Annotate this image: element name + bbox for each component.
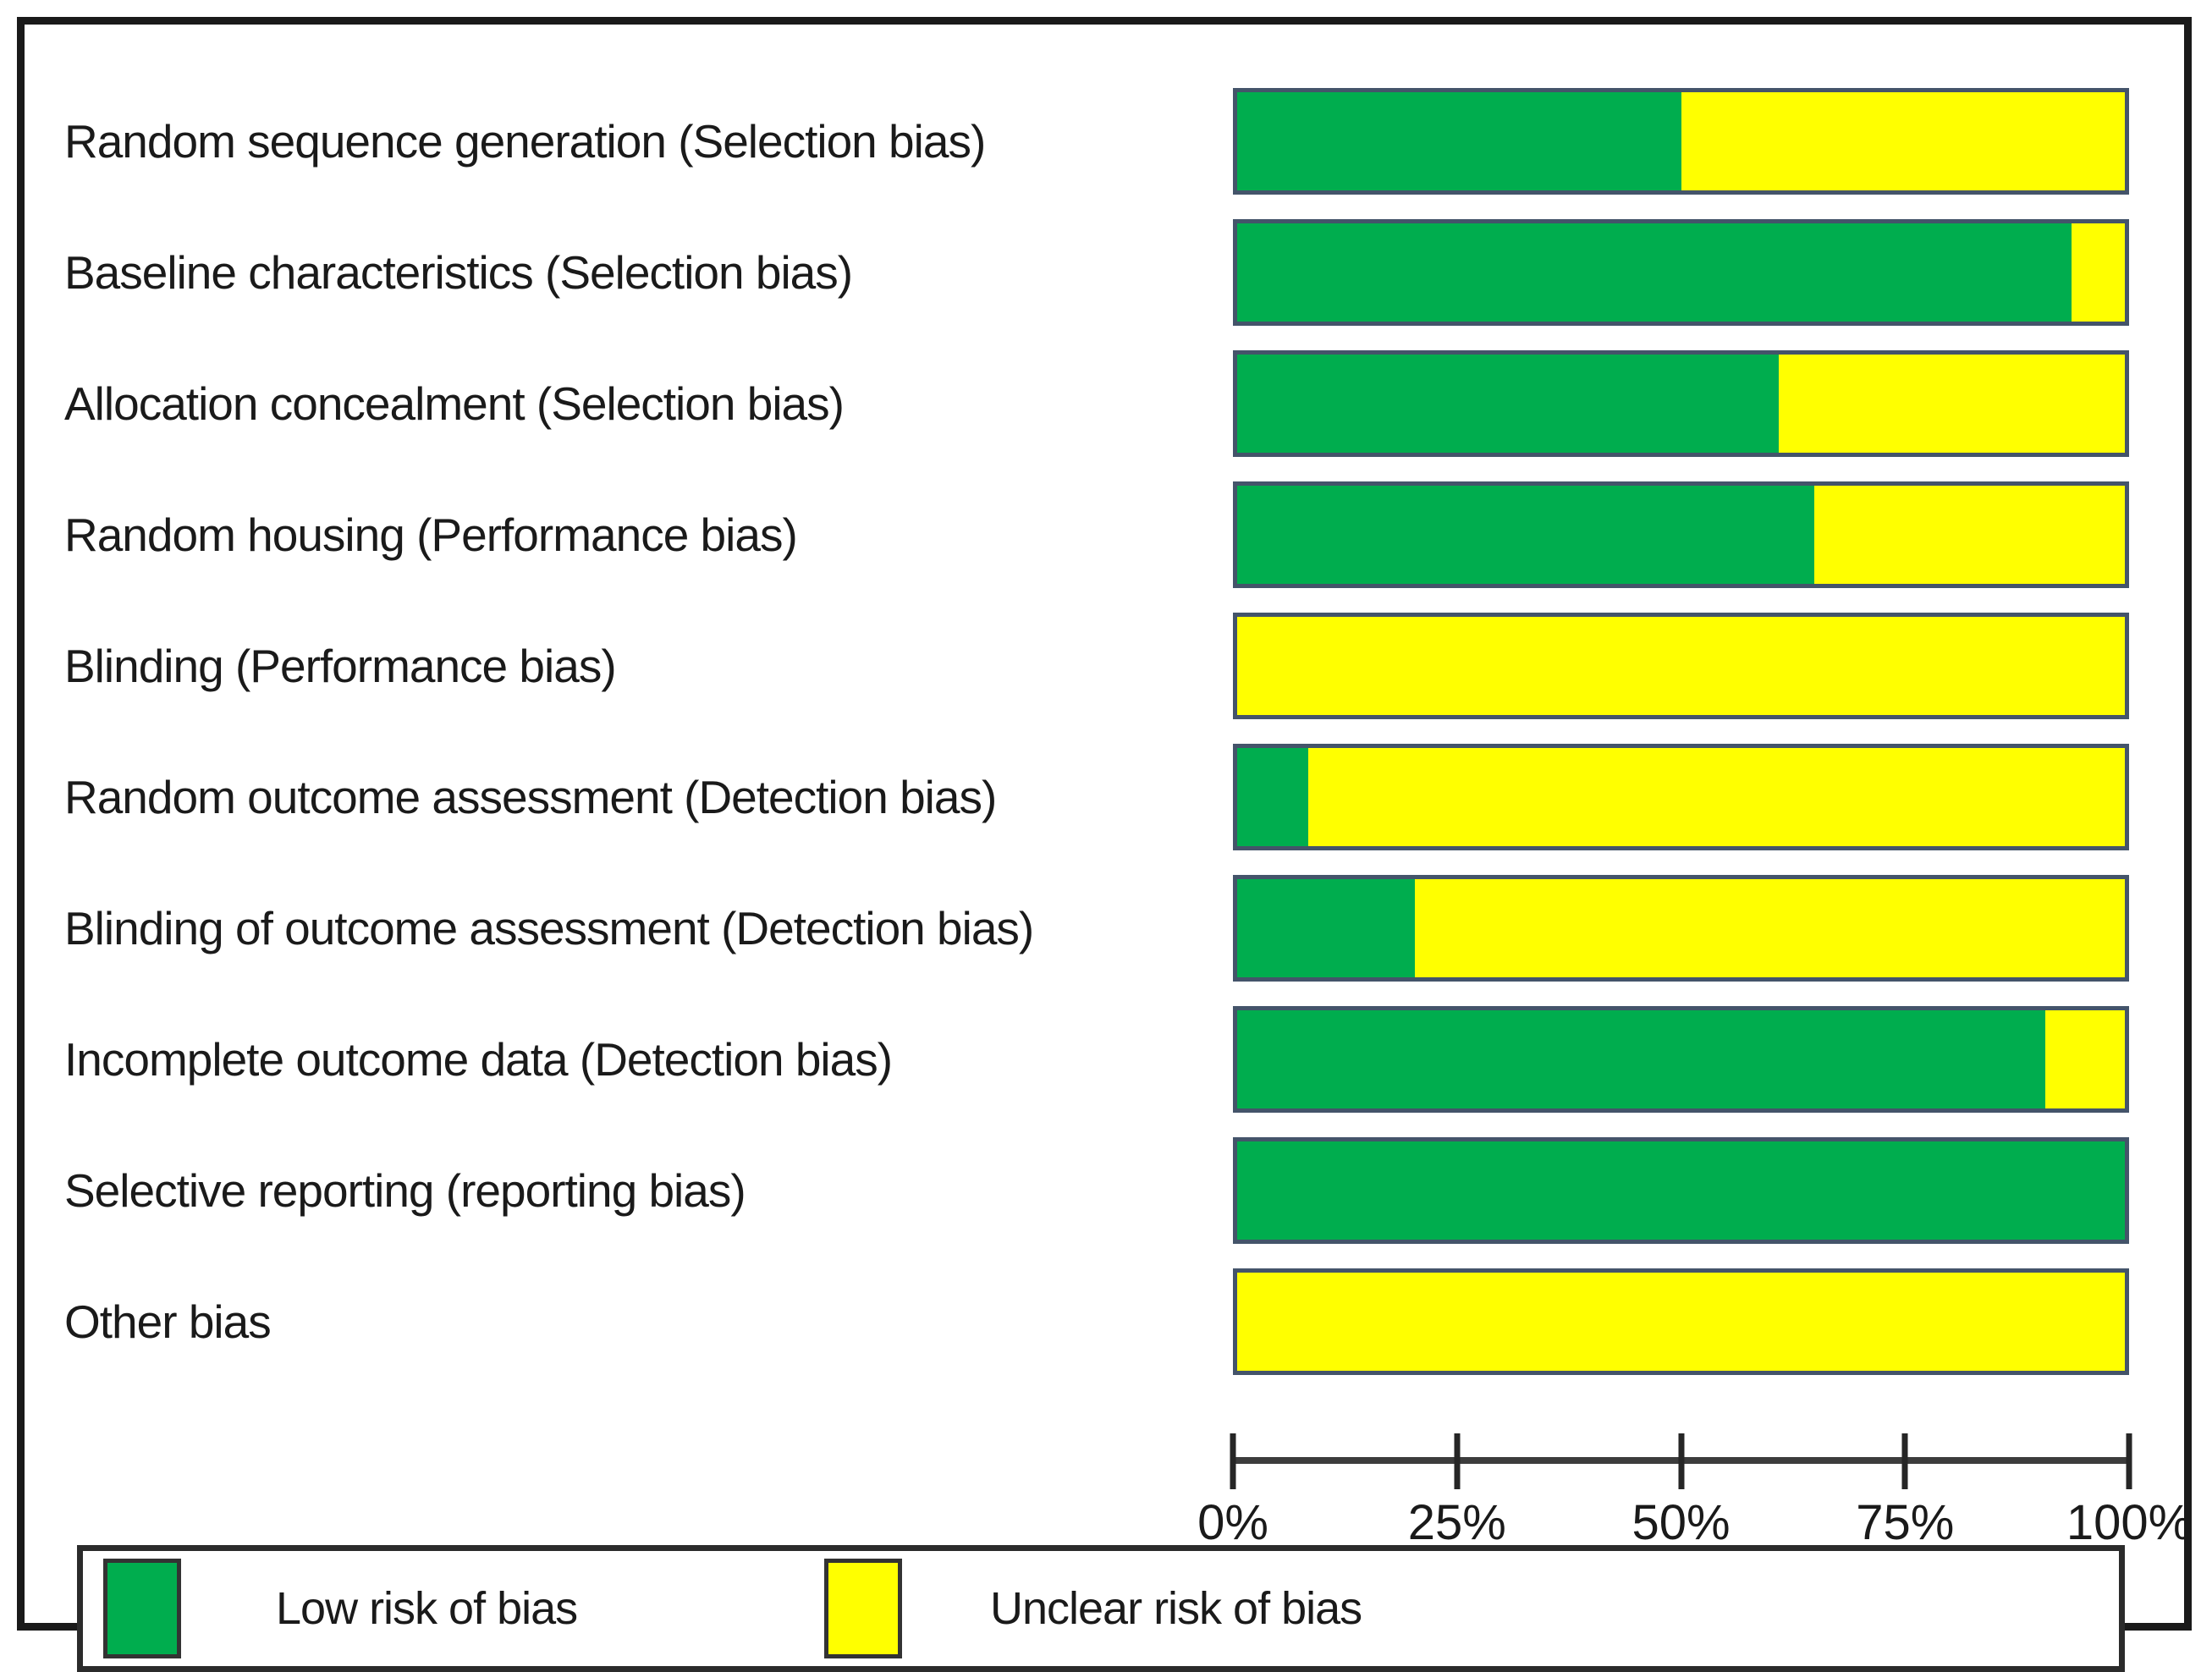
stacked-bar <box>1233 612 2129 719</box>
unclear-risk-segment <box>1307 747 2125 846</box>
axis-tick-label: 75% <box>1856 1495 1955 1550</box>
low-risk-segment <box>1237 91 1681 190</box>
chart-row: Other bias <box>64 1256 2129 1387</box>
low-risk-segment <box>1237 878 1415 977</box>
chart-row: Random sequence generation (Selection bi… <box>64 75 2129 206</box>
chart-row: Blinding of outcome assessment (Detectio… <box>64 862 2129 993</box>
stacked-bar <box>1233 1136 2129 1244</box>
stacked-bar <box>1233 743 2129 850</box>
legend-label: Unclear risk of bias <box>990 1583 1362 1634</box>
category-label: Other bias <box>64 1295 272 1348</box>
category-label: Allocation concealment (Selection bias) <box>64 377 845 430</box>
category-label: Blinding of outcome assessment (Detectio… <box>64 901 1034 954</box>
chart-row: Incomplete outcome data (Detection bias) <box>64 993 2129 1125</box>
axis-tick <box>1678 1433 1684 1489</box>
chart-row: Allocation concealment (Selection bias) <box>64 338 2129 469</box>
category-label: Random sequence generation (Selection bi… <box>64 114 986 168</box>
legend: Low risk of bias Unclear risk of bias <box>77 1545 2125 1672</box>
stacked-bar <box>1233 349 2129 457</box>
stacked-bar <box>1233 481 2129 588</box>
category-label: Random outcome assessment (Detection bia… <box>64 770 997 823</box>
category-label: Random housing (Performance bias) <box>64 508 798 561</box>
unclear-risk-segment <box>2044 1009 2125 1108</box>
axis-tick <box>1454 1433 1461 1489</box>
category-label: Baseline characteristics (Selection bias… <box>64 245 853 299</box>
axis-tick <box>1230 1433 1236 1489</box>
x-axis: 0% 25% 50% 75% 100% <box>1197 1433 2192 1552</box>
legend-label: Low risk of bias <box>276 1583 578 1634</box>
axis-tick-label: 0% <box>1197 1495 1268 1550</box>
chart-content: Random sequence generation (Selection bi… <box>64 50 2192 1672</box>
low-risk-segment <box>1237 223 2072 322</box>
chart-row: Baseline characteristics (Selection bias… <box>64 206 2129 338</box>
axis-tick-label: 50% <box>1631 1495 1731 1550</box>
category-label: Blinding (Performance bias) <box>64 639 617 692</box>
bar-rows: Random sequence generation (Selection bi… <box>64 75 2129 1387</box>
low-risk-segment <box>1237 354 1779 453</box>
axis-tick <box>1901 1433 1908 1489</box>
axis-tick-label: 100% <box>2066 1495 2193 1550</box>
unclear-risk-segment <box>2072 223 2125 322</box>
category-label: Incomplete outcome data (Detection bias) <box>64 1032 893 1086</box>
chart-row: Random outcome assessment (Detection bia… <box>64 731 2129 862</box>
chart-row: Random housing (Performance bias) <box>64 469 2129 600</box>
axis-tick <box>2126 1433 2132 1489</box>
axis-tick-label: 25% <box>1407 1495 1506 1550</box>
unclear-risk-swatch <box>824 1559 902 1658</box>
unclear-risk-segment <box>1681 91 2125 190</box>
stacked-bar <box>1233 1268 2129 1375</box>
chart-row: Selective reporting (reporting bias) <box>64 1125 2129 1256</box>
low-risk-segment <box>1237 485 1814 584</box>
unclear-risk-segment <box>1237 616 2125 715</box>
unclear-risk-segment <box>1414 878 2125 977</box>
figure-frame: Random sequence generation (Selection bi… <box>17 17 2192 1672</box>
low-risk-swatch <box>103 1559 181 1658</box>
unclear-risk-segment <box>1237 1272 2125 1371</box>
low-risk-segment <box>1237 747 1308 846</box>
stacked-bar <box>1233 218 2129 326</box>
chart-row: Blinding (Performance bias) <box>64 600 2129 731</box>
category-label: Selective reporting (reporting bias) <box>64 1163 746 1217</box>
stacked-bar <box>1233 87 2129 195</box>
stacked-bar <box>1233 1005 2129 1113</box>
unclear-risk-segment <box>1813 485 2125 584</box>
low-risk-segment <box>1237 1009 2045 1108</box>
stacked-bar <box>1233 874 2129 982</box>
unclear-risk-segment <box>1778 354 2125 453</box>
low-risk-segment <box>1237 1141 2125 1240</box>
